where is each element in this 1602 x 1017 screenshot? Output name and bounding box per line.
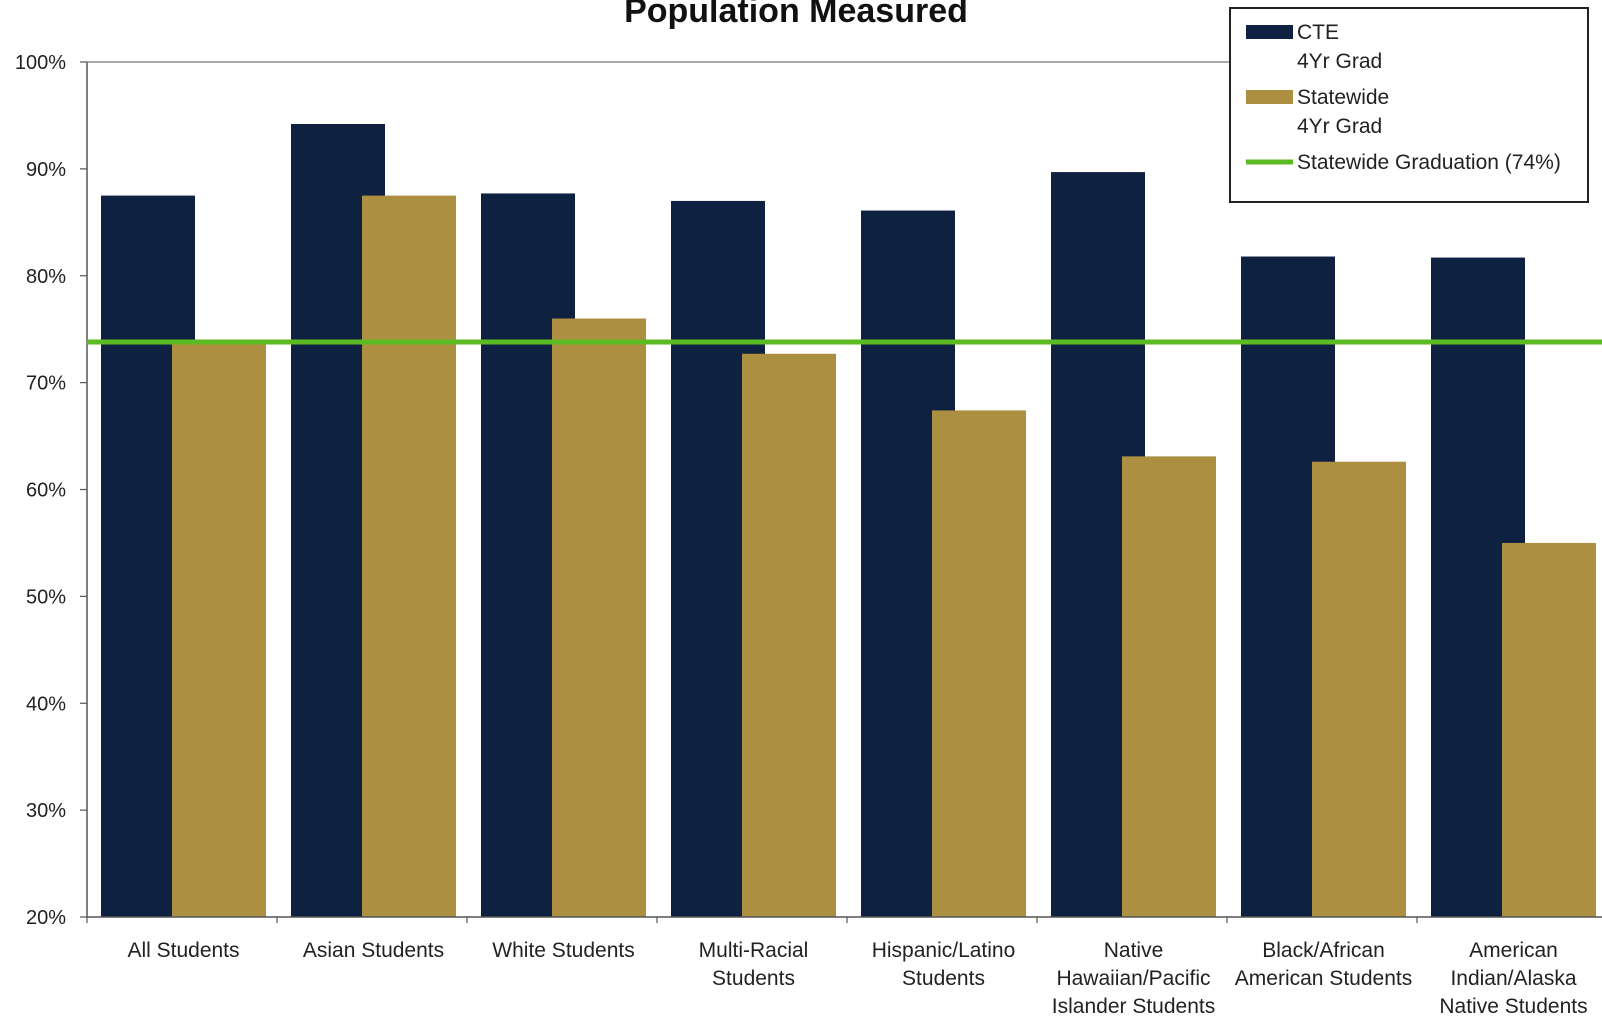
legend-statewide-swatch [1246,90,1293,104]
bar-statewide-2 [552,318,646,917]
x-category-label: Asian Students [303,939,444,962]
legend-reference-label: Statewide Graduation (74%) [1297,151,1561,174]
bar-statewide-4 [932,410,1026,917]
bar-statewide-0 [172,342,266,917]
bar-statewide-1 [362,195,456,917]
bar-statewide-7 [1502,542,1596,917]
legend-cte-swatch [1246,25,1293,39]
y-tick-label: 30% [26,800,66,822]
chart-title: Population Measured [624,0,968,30]
axis-layer: 20% 30% 40% 50% 60% 70% 80% 90% 100% All Students… [15,52,1602,1017]
y-tick-label: 40% [26,693,66,715]
legend: CTE 4Yr Grad Statewide 4Yr Grad Statewide Gr… [1229,7,1589,203]
y-tick-label: 80% [26,266,66,288]
bars-layer [101,123,1596,918]
bar-statewide-5 [1122,456,1216,917]
bar-statewide-6 [1312,461,1406,917]
x-category-label: All Students [127,939,239,962]
x-category-label: White Students [492,939,634,962]
bar-statewide-3 [742,353,836,917]
x-category-label: Black/African American Students [1235,939,1412,990]
y-tick-label: 50% [26,586,66,608]
x-category-label: American Indian/Alaska Native Students [1439,939,1587,1017]
x-category-label: Native Hawaiian/Pacific Islander Students [1052,939,1215,1017]
y-tick-label: 70% [26,373,66,395]
legend-box [1229,7,1589,203]
y-tick-label: 60% [26,480,66,502]
y-tick-label: 20% [26,907,66,929]
legend-cte-label: CTE 4Yr Grad [1297,21,1382,73]
x-category-label: Multi-Racial Students [699,939,809,990]
y-tick-label: 100% [15,52,66,74]
x-category-label: Hispanic/Latino Students [872,939,1016,990]
y-tick-label: 90% [26,159,66,181]
legend-statewide-label: Statewide 4Yr Grad [1297,86,1389,138]
